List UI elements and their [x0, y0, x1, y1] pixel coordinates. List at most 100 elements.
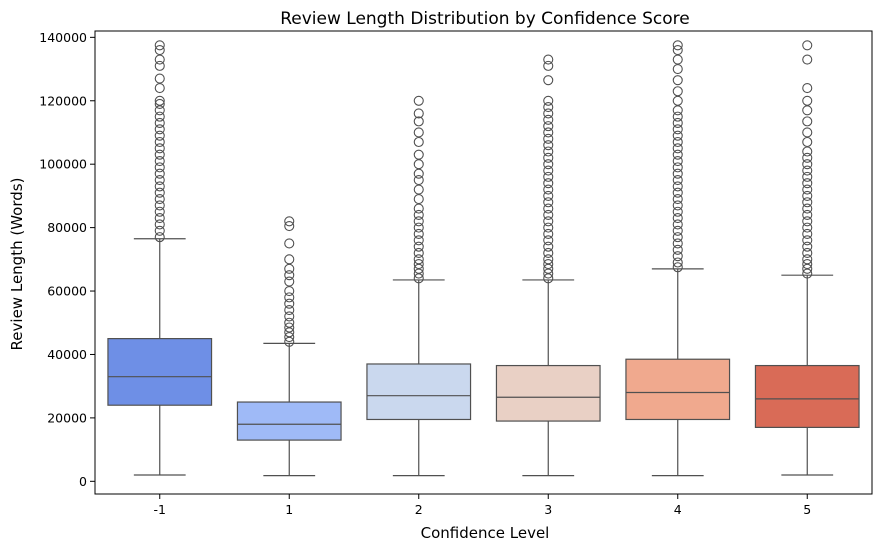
- outlier-point: [672, 232, 683, 243]
- outlier-point: [154, 155, 165, 167]
- outlier-point: [154, 98, 165, 109]
- box--1: [107, 338, 213, 406]
- x-tick-label: 2: [415, 502, 423, 517]
- x-tick-label: 1: [285, 502, 293, 517]
- outlier-point: [284, 322, 295, 333]
- outlier-point: [154, 60, 165, 71]
- outlier-point: [284, 263, 295, 274]
- outlier-point: [543, 75, 554, 86]
- outlier-point: [413, 149, 424, 160]
- outlier-point: [672, 54, 683, 65]
- outlier-point: [543, 190, 554, 201]
- y-tick-label: 60000: [47, 284, 87, 299]
- y-tick-label: 0: [79, 474, 87, 489]
- outlier-point: [154, 174, 165, 186]
- y-tick-label: 140000: [39, 30, 87, 45]
- outlier-point: [543, 108, 554, 119]
- outlier-point: [154, 181, 165, 192]
- box-2: [366, 363, 472, 421]
- outlier-point: [802, 40, 813, 51]
- outlier-point: [543, 54, 554, 65]
- outlier-point: [802, 228, 813, 240]
- outlier-point: [672, 194, 683, 205]
- outlier-point: [672, 251, 683, 262]
- outlier-point: [802, 241, 813, 252]
- outlier-point: [672, 44, 683, 56]
- y-axis-label: Review Length (Words): [8, 178, 26, 351]
- outlier-point: [672, 262, 683, 273]
- outlier-point: [672, 86, 683, 97]
- outlier-point: [672, 75, 683, 86]
- outlier-point: [154, 225, 165, 236]
- outlier-point: [802, 203, 813, 214]
- outlier-point: [802, 171, 813, 182]
- outlier-point: [802, 178, 813, 189]
- outlier-point: [543, 114, 554, 125]
- outlier-point: [413, 127, 424, 138]
- outlier-point: [672, 181, 683, 192]
- outlier-point: [802, 136, 813, 148]
- outlier-point: [543, 133, 554, 144]
- outlier-point: [284, 276, 295, 287]
- outlier-point: [413, 209, 424, 220]
- outlier-point: [154, 44, 165, 56]
- outlier-point: [543, 60, 554, 71]
- outlier-point: [672, 64, 683, 75]
- outlier-point: [543, 203, 554, 214]
- x-axis-label: Confidence Level: [421, 524, 550, 542]
- outlier-point: [802, 105, 813, 116]
- outlier-point: [802, 197, 813, 208]
- outlier-point: [672, 244, 683, 255]
- plot-frame: [94, 30, 873, 495]
- box-3: [495, 364, 601, 422]
- outlier-point: [413, 168, 424, 179]
- outlier-point: [413, 228, 424, 240]
- box-1: [236, 401, 342, 441]
- outlier-point: [672, 200, 683, 211]
- x-tick-label: -1: [154, 502, 166, 517]
- outlier-point: [672, 187, 683, 198]
- x-tick-label: 4: [674, 502, 682, 517]
- outlier-point: [802, 83, 813, 94]
- outlier-point: [672, 225, 683, 236]
- outlier-point: [154, 149, 165, 160]
- outlier-point: [154, 117, 165, 129]
- outlier-point: [672, 155, 683, 167]
- outlier-point: [154, 213, 165, 224]
- outlier-point: [672, 136, 683, 148]
- outlier-point: [672, 95, 683, 106]
- outlier-point: [802, 127, 813, 138]
- outlier-point: [413, 241, 424, 252]
- outlier-point: [284, 220, 295, 232]
- outlier-point: [413, 174, 424, 186]
- outlier-point: [672, 124, 683, 135]
- outlier-point: [413, 259, 424, 270]
- outlier-point: [672, 111, 683, 122]
- outlier-point: [413, 108, 424, 119]
- outlier-point: [672, 257, 683, 268]
- outlier-point: [543, 121, 554, 132]
- y-tick-label: 100000: [39, 157, 87, 172]
- outlier-point: [802, 247, 813, 259]
- outlier-point: [284, 305, 295, 316]
- outlier-point: [543, 152, 554, 163]
- outlier-point: [802, 152, 813, 163]
- outlier-point: [284, 238, 295, 249]
- outlier-point: [543, 165, 554, 176]
- outlier-point: [154, 232, 165, 243]
- outlier-point: [413, 136, 424, 148]
- outlier-point: [543, 209, 554, 220]
- outlier-point: [672, 143, 683, 154]
- outlier-point: [413, 235, 424, 246]
- outlier-point: [543, 241, 554, 252]
- outlier-point: [802, 146, 813, 157]
- y-tick-label: 120000: [39, 93, 87, 108]
- x-tick-label: 3: [544, 502, 552, 517]
- outlier-point: [543, 222, 554, 233]
- outlier-point: [543, 247, 554, 259]
- outlier-point: [802, 190, 813, 201]
- outlier-point: [802, 54, 813, 65]
- outlier-point: [154, 136, 165, 148]
- outlier-point: [672, 168, 683, 179]
- plot-area: 0 20000 40000 60000 80000 100000 120000 140000 -…: [39, 30, 873, 517]
